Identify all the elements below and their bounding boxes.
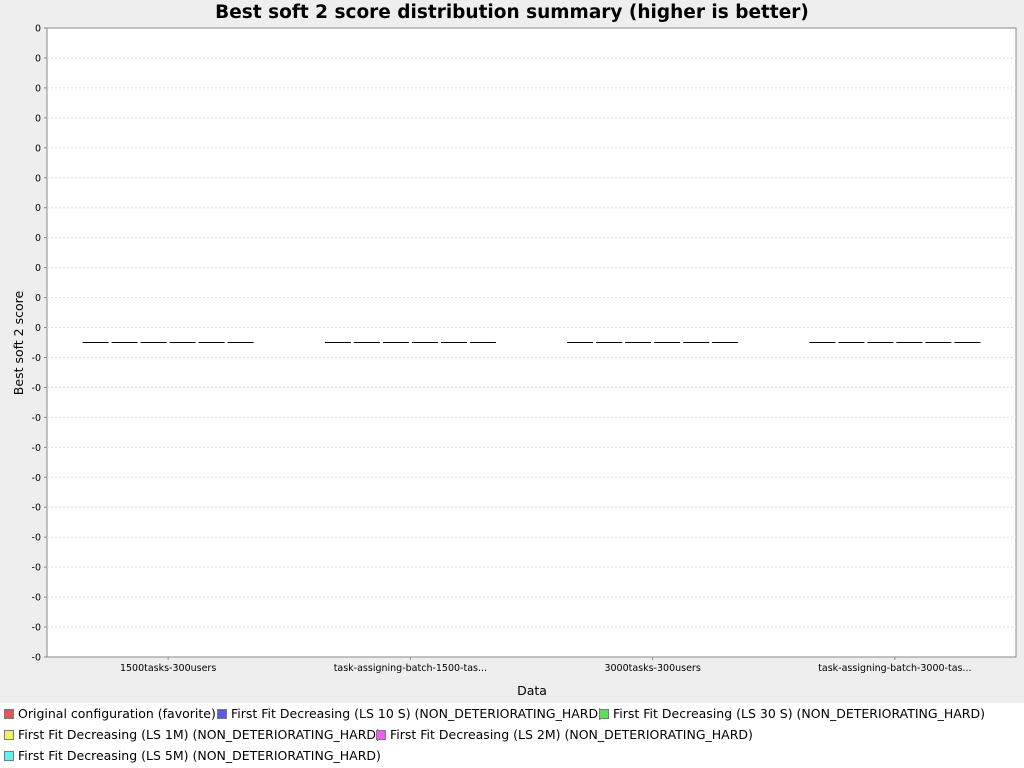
y-axis: 0 0 0 0 0 0 0 0 0 0 0 -0 -0 -0 -0 -0 -0 -0 -0 -0 -0 -0 <box>32 24 47 664</box>
x-tick-label: 3000tasks-300users <box>604 663 700 674</box>
y-tick-label: 0 <box>35 53 41 64</box>
legend-label: Original configuration (favorite) <box>18 706 216 721</box>
legend-item: First Fit Decreasing (LS 30 S) (NON_DETE… <box>599 706 985 721</box>
y-tick-label: -0 <box>32 503 41 514</box>
legend-item: First Fit Decreasing (LS 10 S) (NON_DETE… <box>217 706 603 721</box>
legend-swatch <box>599 708 609 719</box>
y-tick-label: -0 <box>32 473 41 484</box>
x-tick-label: task-assigning-batch-3000-tas... <box>818 663 971 674</box>
y-tick-label: 0 <box>35 83 41 94</box>
y-tick-label: 0 <box>35 263 41 274</box>
y-tick-label: 0 <box>35 233 41 244</box>
y-tick-label: 0 <box>35 143 41 154</box>
legend-item: Original configuration (favorite) <box>4 706 216 721</box>
x-tick-label: task-assigning-batch-1500-tas... <box>334 663 487 674</box>
y-tick-label: -0 <box>32 623 41 634</box>
y-tick-label: 0 <box>35 203 41 214</box>
legend-swatch <box>376 729 386 740</box>
y-tick-label: 0 <box>35 173 41 184</box>
y-tick-label: -0 <box>32 413 41 424</box>
x-axis: 1500tasks-300users task-assigning-batch-1… <box>120 657 972 674</box>
chart: Best soft 2 score distribution summary (… <box>11 2 1017 698</box>
legend-item: First Fit Decreasing (LS 1M) (NON_DETERI… <box>4 727 381 742</box>
legend-item: First Fit Decreasing (LS 2M) (NON_DETERI… <box>376 727 753 742</box>
grid-lines <box>47 57 1016 628</box>
y-tick-label: 0 <box>35 24 41 35</box>
y-tick-label: -0 <box>32 383 41 394</box>
y-tick-label: -0 <box>32 353 41 364</box>
y-tick-label: -0 <box>32 443 41 454</box>
y-tick-label: 0 <box>35 323 41 334</box>
legend-swatch <box>4 708 14 719</box>
legend-label: First Fit Decreasing (LS 1M) (NON_DETERI… <box>18 727 381 742</box>
legend-swatch <box>4 729 14 740</box>
y-tick-label: 0 <box>35 293 41 304</box>
x-axis-label: Data <box>517 683 547 698</box>
legend-label: First Fit Decreasing (LS 5M) (NON_DETERI… <box>18 748 381 763</box>
legend-label: First Fit Decreasing (LS 30 S) (NON_DETE… <box>613 706 985 721</box>
x-tick-label: 1500tasks-300users <box>120 663 216 674</box>
y-tick-label: -0 <box>32 563 41 574</box>
legend-swatch <box>217 708 227 719</box>
chart-title: Best soft 2 score distribution summary (… <box>215 2 809 23</box>
y-tick-label: -0 <box>32 653 41 664</box>
y-tick-label: 0 <box>35 113 41 124</box>
legend-item: First Fit Decreasing (LS 5M) (NON_DETERI… <box>4 748 381 763</box>
legend: Original configuration (favorite) First F… <box>0 703 1024 768</box>
legend-swatch <box>4 750 14 761</box>
y-tick-label: -0 <box>32 593 41 604</box>
legend-label: First Fit Decreasing (LS 2M) (NON_DETERI… <box>390 727 753 742</box>
y-axis-label: Best soft 2 score <box>11 291 26 396</box>
legend-label: First Fit Decreasing (LS 10 S) (NON_DETE… <box>231 706 603 721</box>
y-tick-label: -0 <box>32 533 41 544</box>
